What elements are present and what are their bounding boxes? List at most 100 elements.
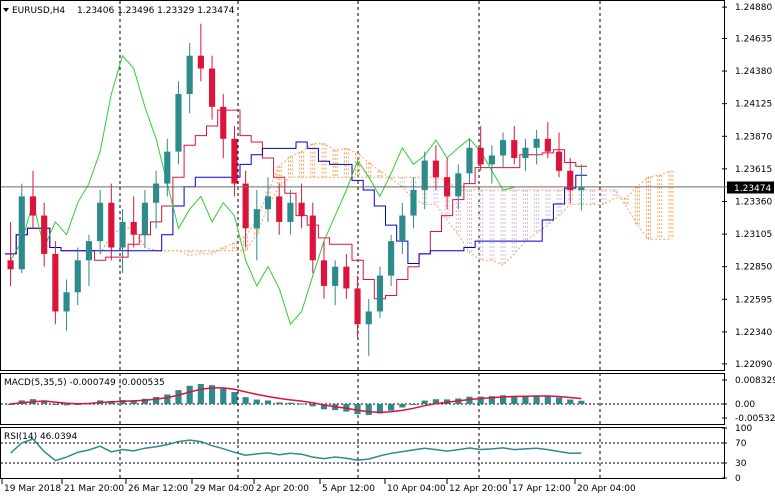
price-tick-label: 1.23615: [735, 165, 772, 175]
candle-body: [253, 209, 260, 229]
candle-body: [52, 253, 59, 312]
candle-body: [231, 138, 238, 184]
macd-histogram-bar: [511, 395, 518, 404]
macd-histogram-bar: [354, 404, 361, 415]
current-price-value: 1.23474: [734, 184, 771, 194]
chikou-span-line: [10, 54, 515, 326]
macd-histogram-bar: [287, 402, 294, 404]
candle-body: [97, 202, 104, 242]
macd-histogram-bar: [52, 404, 59, 405]
macd-histogram-bar: [466, 396, 473, 404]
macd-histogram-bar: [231, 392, 238, 404]
candle-body: [455, 173, 462, 197]
candle-body: [153, 183, 160, 203]
macd-histogram-bar: [208, 385, 216, 404]
macd-histogram-bar: [567, 399, 574, 404]
macd-histogram-bar: [164, 394, 171, 404]
macd-histogram-bar: [141, 398, 148, 404]
macd-histogram-bar: [499, 395, 507, 404]
price-tick-label: 1.24635: [735, 34, 772, 44]
candle-body: [410, 189, 417, 216]
candle-body: [376, 275, 384, 312]
macd-histogram-bar: [309, 404, 316, 407]
price-tick-label: 1.22340: [735, 328, 772, 338]
rsi-panel-title: RSI(14) 46.0394: [4, 432, 77, 442]
candle-body: [432, 160, 439, 178]
candle-body: [41, 215, 48, 254]
time-tick-label: 12 Apr 20:00: [449, 484, 508, 494]
macd-signal-line: [10, 387, 582, 414]
rsi-panel-frame: [0, 427, 725, 479]
macd-histogram-bar: [533, 395, 540, 404]
candle-body: [499, 140, 507, 156]
candle-body: [108, 202, 115, 248]
time-tick-label: 17 Apr 12:00: [512, 484, 571, 494]
time-tick-label: 20 Apr 04:00: [577, 484, 636, 494]
candle-body: [320, 260, 328, 286]
candle-body: [119, 221, 126, 248]
price-axis: 1.24880 1.24635 1.24380 1.24125 1.23870 1.236…: [722, 3, 772, 370]
time-tick-label: 5 Apr 12:00: [322, 484, 375, 494]
macd-histogram-bar: [74, 404, 81, 405]
macd-histogram-bar: [298, 403, 305, 405]
macd-histogram-bar: [276, 402, 283, 404]
candles: [7, 23, 585, 357]
candle-body: [197, 55, 204, 69]
candle-body: [544, 138, 551, 152]
macd-histogram-bar: [220, 387, 227, 404]
candle-body: [477, 147, 484, 165]
macd-histogram-bar: [578, 400, 585, 404]
candle-body: [388, 241, 395, 276]
time-tick-label: 19 Mar 2018: [4, 484, 61, 494]
price-tick-label: 1.22090: [735, 360, 772, 370]
candle-body: [7, 260, 14, 270]
rsi-indicator: 100 70 30 0: [1, 424, 752, 484]
price-tick-label: 1.23360: [735, 197, 772, 207]
ichimoku-cloud: [99, 143, 674, 266]
rsi-tick-label: 100: [735, 424, 752, 434]
price-tick-label: 1.23870: [735, 132, 772, 142]
candle-body: [578, 187, 585, 190]
candle-body: [18, 196, 25, 270]
rsi-tick-label: 0: [735, 474, 741, 484]
macd-indicator: 0.008329 0.00 -0.005326: [1, 376, 775, 424]
candle-body: [343, 266, 350, 289]
time-tick-label: 2 Apr 20:00: [256, 484, 309, 494]
price-tick-label: 1.22595: [735, 295, 772, 305]
time-tick-label: 29 Mar 04:00: [194, 484, 254, 494]
macd-panel-title: MACD(5,35,5) -0.000749 -0.000535: [4, 378, 165, 388]
candle-body: [298, 202, 305, 216]
macd-histogram-bar: [388, 404, 395, 411]
macd-histogram-bar: [63, 404, 70, 406]
macd-tick-label: 0.00: [735, 400, 755, 410]
rsi-line: [10, 438, 582, 462]
macd-histogram-bar: [153, 397, 160, 404]
macd-histogram-bar: [320, 404, 328, 410]
macd-histogram-bar: [264, 400, 272, 404]
candle-body: [365, 311, 372, 325]
candle-body: [208, 68, 216, 107]
macd-histogram-bar: [7, 404, 14, 405]
candle-body: [175, 94, 182, 152]
price-tick-label: 1.24880: [735, 3, 772, 13]
macd-histogram-bar: [186, 385, 193, 404]
candle-body: [130, 221, 137, 235]
candle-body: [399, 215, 406, 242]
macd-histogram-bar: [175, 390, 182, 404]
candle-body: [309, 215, 316, 261]
time-axis: 19 Mar 2018 21 Mar 20:00 26 Mar 12:00 29 Ma…: [1, 479, 636, 494]
candle-body: [264, 196, 272, 210]
time-tick-label: 21 Mar 20:00: [64, 484, 124, 494]
macd-histogram-bar: [522, 395, 529, 404]
price-tick-label: 1.23105: [735, 230, 772, 240]
macd-histogram-bar: [488, 396, 495, 404]
candle-body: [85, 241, 93, 261]
candle-body: [522, 147, 529, 159]
senkou-span-a-line: [99, 143, 672, 266]
candle-body: [276, 196, 283, 222]
candle-body: [29, 196, 37, 216]
collapse-arrow-icon[interactable]: [3, 8, 9, 12]
candle-body: [466, 147, 473, 174]
